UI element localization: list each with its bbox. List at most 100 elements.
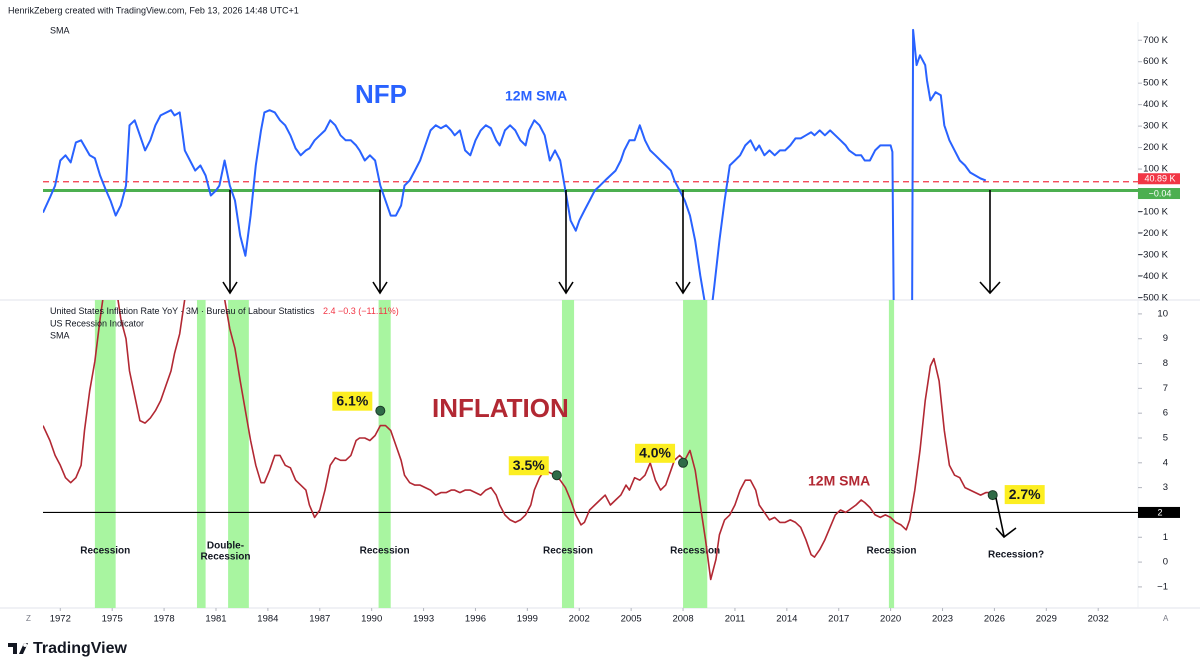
legend-row: SMA [50,330,70,340]
arrow [372,190,388,295]
x-tick-label: 1987 [309,614,330,625]
y-tick-label: 0 [1163,557,1168,568]
y-tick-label: −400 K [1138,271,1169,282]
annotation-box [508,456,549,476]
recession-band [228,300,249,608]
x-tick-label: 1975 [102,614,123,625]
y-tick-label: 6 [1163,408,1168,419]
arrows [222,190,1017,539]
legend-series: United States Inflation Rate YoY · 3M · … [50,306,399,316]
recession-layer [94,300,895,608]
x-tick-label: 2017 [828,614,849,625]
price-badge-label: 40.89 K [1144,174,1175,184]
price-badge [1138,188,1180,200]
x-tick-label: 2005 [621,614,642,625]
y-tick-label: 5 [1163,433,1168,444]
annotation-label: 4.0% [639,445,671,461]
logo-text: TradingView [33,640,128,657]
x-tick-label: 2002 [569,614,590,625]
y-tick-label: −300 K [1138,249,1169,260]
y-tick-label: 4 [1163,457,1168,468]
annotation-dot [987,490,998,501]
annotation-label: 3.5% [513,457,545,473]
legend-top: SMA [50,25,70,35]
x-tick-label: 1981 [205,614,226,625]
annotation-dot [678,457,689,468]
legend-series-name: United States Inflation Rate YoY · 3M · … [50,306,315,316]
y-tick-label: 300 K [1143,121,1168,132]
y-tick-label: −100 K [1138,207,1169,218]
header: HenrikZeberg created with TradingView.co… [8,5,299,15]
x-tick-label: 2026 [984,614,1005,625]
x-tick-label: 2011 [725,614,745,625]
arrow [675,190,691,295]
y-tick-label: 100 K [1143,164,1168,175]
recession-label: Recession [866,546,916,557]
x-tick-label: 1978 [154,614,175,625]
outlook-arrow [995,497,1017,539]
recession-band [888,300,895,608]
logo-icon [8,643,28,654]
recession-label: Recession [200,552,250,563]
price-badge-label: 2 [1157,507,1162,517]
annotation-dot [551,470,562,481]
annotation-box [1004,485,1045,505]
annotation-dot [375,405,386,416]
price-badge [1138,173,1180,185]
y-tick-label: 3 [1163,482,1168,493]
scale-button[interactable]: Z [26,614,31,623]
main-layer: 700 K 600 K 500 K 400 K 300 K 200 K 100 K −100 … [43,28,1180,625]
price-badge [1138,506,1180,518]
y-tick-label: 600 K [1143,56,1168,67]
x-tick-label: 1984 [257,614,278,625]
annotation-box [635,443,676,463]
panel-title: NFP [355,79,407,109]
y-tick-label: −500 K [1138,292,1169,303]
recession-label: Double- [207,541,244,552]
annotation-box [332,391,373,411]
x-tick-label: 2032 [1088,614,1109,625]
recession-band [378,300,391,608]
x-tick-label: 1993 [413,614,434,625]
y-tick-label: 500 K [1143,78,1168,89]
recession-label: Recession [360,546,410,557]
recession-band [683,300,708,608]
recession-band [561,300,575,608]
x-tick-label: 2014 [776,614,797,625]
legend-quote: 2.4 −0.3 (−11.11%) [323,306,399,316]
x-tick-label: 1990 [361,614,382,625]
recession-band [94,300,116,608]
scale-button[interactable]: A [1163,614,1169,623]
y-tick-label: 700 K [1143,35,1168,46]
recession-label: Recession [543,546,593,557]
panel-title: INFLATION [432,393,569,423]
x-tick-label: 1972 [50,614,71,625]
y-tick-label: −1 [1157,581,1168,592]
y-tick-label: 200 K [1143,142,1168,153]
y-tick-label: 10 [1157,308,1168,319]
recession-label: Recession [670,546,720,557]
x-tick-label: 2029 [1036,614,1057,625]
price-badge-label: −0.04 [1149,188,1172,198]
arrow [558,190,574,295]
y-tick-label: −200 K [1138,228,1169,239]
annotation-label: 6.1% [336,392,368,408]
recession-band [196,300,206,608]
logo: TradingView [8,640,128,657]
arrow [222,190,238,295]
x-tick-label: 1999 [517,614,538,625]
panel-subtitle: 12M SMA [808,473,870,489]
recession-label: Recession [80,546,130,557]
x-tick-label: 2020 [880,614,901,625]
x-tick-label: 1996 [465,614,486,625]
arrow [979,190,1001,295]
y-tick-label: 400 K [1143,99,1168,110]
legend-row: US Recession Indicator [50,318,144,328]
panel-subtitle: 12M SMA [505,88,567,104]
y-tick-label: 1 [1163,532,1168,543]
y-tick-label: 9 [1163,333,1168,344]
series-line [43,28,987,300]
y-tick-label: 8 [1163,358,1168,369]
